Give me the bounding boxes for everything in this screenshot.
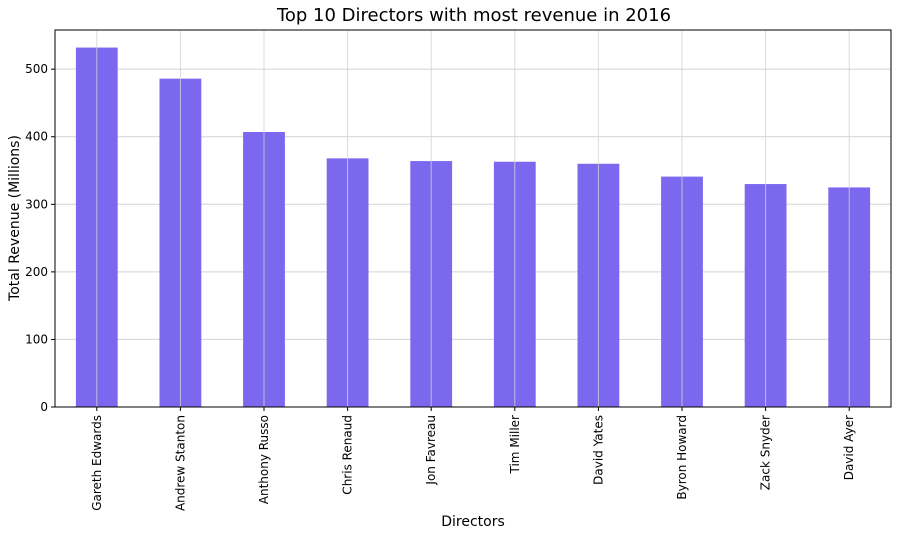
x-tick-label: Anthony Russo: [257, 415, 271, 504]
x-tick-label: David Ayer: [842, 415, 856, 480]
y-axis-title: Total Revenue (Millions): [7, 135, 23, 302]
y-tick-label: 400: [25, 130, 48, 144]
x-tick-label: Chris Renaud: [341, 415, 355, 495]
x-tick-label: Gareth Edwards: [90, 415, 104, 511]
x-axis: Gareth Edwards Andrew Stanton Anthony Russ…: [90, 407, 856, 511]
x-tick-label: Jon Favreau: [424, 415, 438, 486]
y-tick-label: 100: [25, 332, 48, 346]
y-tick-label: 500: [25, 62, 48, 76]
x-tick-label: David Yates: [591, 415, 605, 485]
bars-layer: [75, 30, 871, 407]
x-tick-label: Zack Snyder: [759, 415, 773, 490]
chart-title: Top 10 Directors with most revenue in 20…: [276, 5, 671, 26]
x-tick-label: Andrew Stanton: [173, 415, 187, 511]
x-axis-title: Directors: [441, 514, 505, 530]
y-tick-label: 200: [25, 265, 48, 279]
y-tick-label: 0: [40, 400, 48, 414]
y-axis: 0 100 200 300 400 500: [25, 62, 55, 414]
plot-frame: [54, 29, 892, 408]
y-tick-label: 300: [25, 197, 48, 211]
x-tick-label: Byron Howard: [675, 415, 689, 500]
x-tick-label: Tim Miller: [508, 415, 522, 475]
